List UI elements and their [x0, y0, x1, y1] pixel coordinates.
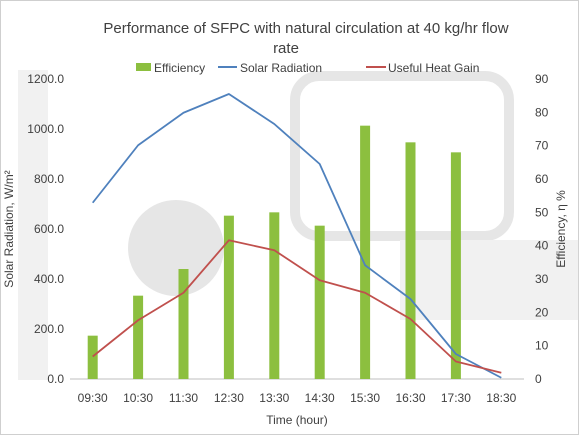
left-tick-label: 1000.0 [27, 122, 64, 136]
left-tick-label: 600.0 [34, 222, 64, 236]
chart-title-line1: Performance of SFPC with natural circula… [103, 20, 508, 37]
y-axis-title-left: Solar Radiation, W/m² [2, 170, 16, 287]
efficiency-bar [223, 215, 234, 379]
x-axis-title: Time (hour) [266, 413, 328, 427]
x-tick-label: 13:30 [259, 391, 289, 405]
x-tick-label: 14:30 [305, 391, 335, 405]
legend-label-efficiency: Efficiency [154, 61, 205, 75]
right-tick-label: 50 [535, 205, 549, 219]
efficiency-bar [87, 335, 98, 379]
right-tick-label: 60 [535, 172, 549, 186]
x-tick-label: 11:30 [169, 391, 198, 405]
x-tick-label: 17:30 [441, 391, 471, 405]
y-axis-title-right: Efficiency, η % [554, 190, 568, 268]
x-tick-label: 09:30 [78, 391, 108, 405]
right-tick-label: 10 [535, 339, 549, 353]
right-tick-label: 0 [535, 372, 542, 386]
left-tick-label: 800.0 [34, 172, 64, 186]
right-tick-label: 90 [535, 72, 549, 86]
efficiency-bar [450, 152, 461, 379]
legend-swatch-efficiency [136, 63, 151, 71]
right-tick-label: 80 [535, 105, 549, 119]
x-axis-ticks: 09:30 10:30 11:30 12:30 13:30 14:30 15:30 16:30… [78, 391, 517, 405]
background-watermark [18, 70, 579, 380]
efficiency-bar [269, 212, 280, 379]
x-tick-label: 10:30 [123, 391, 153, 405]
left-tick-label: 200.0 [34, 322, 64, 336]
efficiency-bar [133, 295, 144, 379]
right-tick-label: 40 [535, 239, 549, 253]
useful-heat-gain-line [92, 239, 502, 374]
legend-label-solar-radiation: Solar Radiation [240, 61, 322, 75]
chart-title-line2: rate [273, 40, 299, 57]
left-tick-label: 1200.0 [27, 72, 64, 86]
data-lines [91, 93, 502, 379]
right-tick-label: 20 [535, 305, 549, 319]
legend-label-useful-heat-gain: Useful Heat Gain [388, 61, 479, 75]
x-tick-label: 15:30 [350, 391, 380, 405]
efficiency-bar [178, 269, 189, 379]
solar-radiation-line [91, 93, 502, 379]
right-tick-label: 30 [535, 272, 549, 286]
efficiency-bar [360, 125, 371, 380]
left-axis-ticks: 0.0 200.0 400.0 600.0 800.0 1000.0 1200.0 [27, 72, 64, 386]
x-tick-label: 12:30 [214, 391, 244, 405]
x-tick-label: 18:30 [486, 391, 516, 405]
right-axis-ticks: 0 10 20 30 40 50 60 70 80 90 [535, 72, 549, 386]
left-tick-label: 0.0 [47, 372, 64, 386]
right-tick-label: 70 [535, 139, 549, 153]
left-tick-label: 400.0 [34, 272, 64, 286]
efficiency-bar [405, 142, 416, 379]
legend: Efficiency Solar Radiation Useful Heat G… [136, 61, 479, 75]
x-tick-label: 16:30 [395, 391, 425, 405]
efficiency-bar [314, 225, 325, 379]
efficiency-bars [87, 125, 461, 380]
